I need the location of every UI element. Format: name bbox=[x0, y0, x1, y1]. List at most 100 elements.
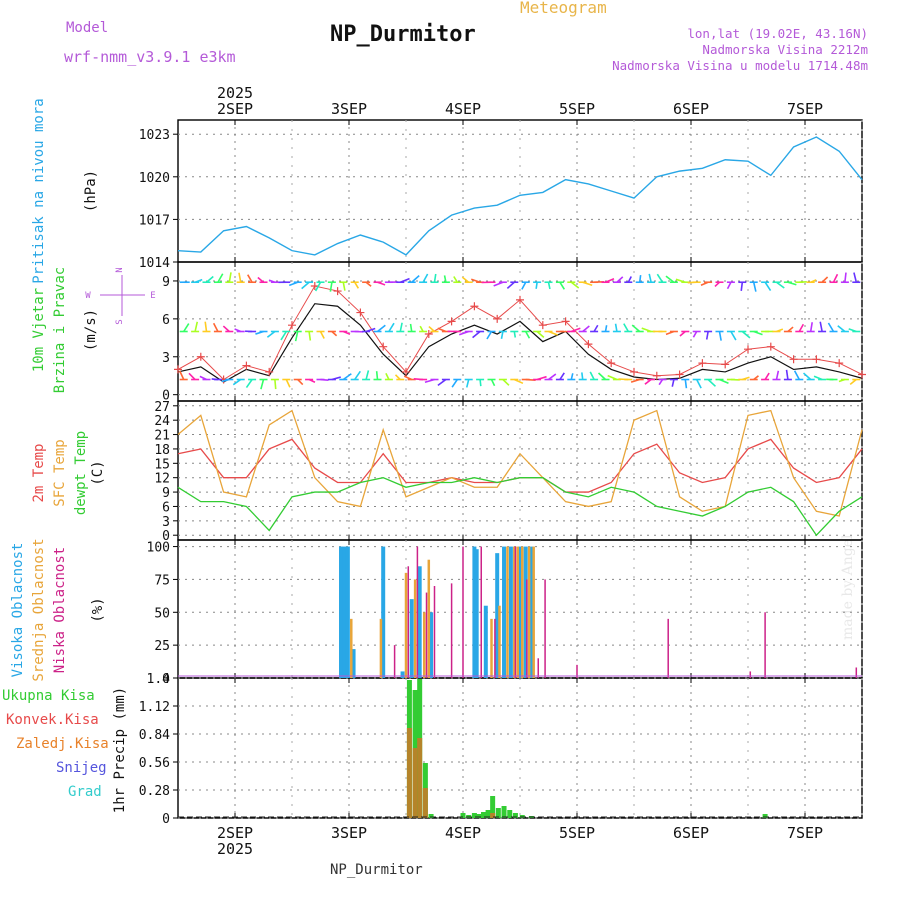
cloud-axis-title-high: Visoka Oblacnost bbox=[10, 543, 26, 678]
wind-barb bbox=[409, 323, 413, 332]
wind-gust-marker bbox=[379, 342, 388, 351]
cloud-bar-2 bbox=[393, 645, 396, 678]
wind-gust-marker bbox=[288, 321, 296, 330]
wind-barb bbox=[776, 281, 785, 289]
cloud-bar-0 bbox=[502, 546, 507, 678]
wind-gust-marker bbox=[424, 330, 433, 339]
top-day-label: 7SEP bbox=[787, 100, 823, 118]
wind-barb bbox=[377, 324, 386, 333]
wind-gust-marker bbox=[493, 314, 502, 323]
top-day-label: 3SEP bbox=[331, 100, 367, 118]
temp-axis-title-2m: 2m Temp bbox=[31, 443, 47, 502]
precip-bar-convective bbox=[422, 788, 428, 818]
clouds-ytick-label: 25 bbox=[154, 639, 170, 654]
model-label: Model bbox=[66, 20, 109, 36]
wind-axis-title-line1: 10m Vjetar bbox=[31, 288, 47, 372]
precip-bar-total bbox=[762, 814, 768, 818]
cloud-bar-2 bbox=[576, 664, 578, 678]
wind-gust-marker bbox=[698, 359, 707, 368]
clouds-ytick-label: 0 bbox=[162, 672, 170, 687]
clouds-ytick-label: 100 bbox=[147, 541, 170, 556]
cloud-bar-0 bbox=[472, 546, 477, 678]
cloud-unit-label: (%) bbox=[90, 597, 106, 622]
temperature-ytick-label: 6 bbox=[162, 500, 170, 515]
pressure-ytick-label: 1014 bbox=[139, 256, 170, 271]
temperature-ytick-label: 3 bbox=[162, 515, 170, 530]
wind-barb bbox=[597, 372, 607, 381]
wind-barb bbox=[604, 325, 608, 332]
top-day-label: 5SEP bbox=[559, 100, 595, 118]
wind-barb bbox=[266, 330, 276, 338]
precip-bar-total bbox=[495, 808, 501, 818]
wind-barb bbox=[614, 323, 618, 332]
wind-barb bbox=[705, 331, 709, 340]
pressure-ytick-label: 1017 bbox=[139, 213, 170, 228]
wind-barb bbox=[365, 370, 370, 380]
precip-bar-total bbox=[481, 812, 487, 818]
wind-gust-marker bbox=[242, 361, 251, 370]
compass-s: S bbox=[115, 319, 125, 324]
wind-barb bbox=[785, 369, 789, 380]
wind-barb bbox=[274, 379, 277, 390]
precip-bar-convective bbox=[490, 813, 496, 818]
precipitation-ytick-label: 1.4 bbox=[147, 672, 171, 687]
wind-barb bbox=[453, 276, 458, 283]
cloud-bar-2 bbox=[450, 583, 453, 678]
wind-barb bbox=[245, 379, 253, 389]
bottom-day-label: 3SEP bbox=[331, 824, 367, 842]
cloud-bar-1 bbox=[413, 579, 417, 678]
wind-barb bbox=[623, 323, 629, 332]
precip-unit-label: 1hr Precip (mm) bbox=[112, 687, 128, 813]
wind-barb bbox=[465, 379, 470, 388]
model-altitude: Nadmorska Visina u modelu 1714.48m bbox=[612, 58, 868, 73]
wind-barb bbox=[329, 282, 333, 292]
wind-barb bbox=[775, 370, 780, 380]
cloud-bar-0 bbox=[400, 671, 405, 678]
wind-barb bbox=[589, 371, 595, 380]
precip-bar-total bbox=[501, 806, 507, 818]
wind-unit-label: (m/s) bbox=[83, 309, 99, 351]
wind-barb bbox=[821, 276, 829, 283]
cloud-bar-2 bbox=[855, 667, 858, 678]
cloud-bar-0 bbox=[381, 546, 386, 678]
precip-bar-convective bbox=[406, 728, 412, 818]
temperature-ytick-label: 24 bbox=[154, 414, 170, 429]
wind-barb bbox=[819, 321, 823, 332]
wind-barb bbox=[718, 331, 722, 341]
pressure-line bbox=[177, 136, 863, 256]
wind-speed-line bbox=[177, 303, 863, 383]
precip-bar-total bbox=[476, 814, 482, 818]
wind-barb bbox=[593, 324, 599, 332]
wind-barb bbox=[319, 331, 325, 339]
precip-legend-3: Snijeg bbox=[56, 760, 107, 776]
cloud-bar-2 bbox=[667, 618, 669, 678]
wind-gust-marker bbox=[607, 359, 616, 368]
cloud-bar-2 bbox=[526, 579, 528, 678]
wind-barb bbox=[513, 331, 517, 338]
precip-bar-total bbox=[471, 813, 477, 818]
wind-ytick-label: 9 bbox=[162, 275, 170, 290]
bottom-day-label: 4SEP bbox=[445, 824, 481, 842]
wind-barb bbox=[525, 331, 531, 339]
cloud-bar-2 bbox=[433, 586, 436, 678]
wind-gust-marker bbox=[766, 342, 775, 351]
temp-line-1 bbox=[177, 409, 863, 517]
cloud-bar-1 bbox=[532, 546, 535, 678]
wind-barb bbox=[684, 379, 688, 389]
precip-bar-total bbox=[428, 814, 434, 818]
cloud-bar-2 bbox=[480, 546, 482, 678]
wind-barb bbox=[631, 324, 641, 333]
cloud-bar-2 bbox=[514, 546, 517, 678]
precip-legend-1: Konvek.Kisa bbox=[6, 712, 99, 728]
cloud-bar-1 bbox=[490, 618, 493, 678]
cloud-axis-title-low: Niska Oblacnost bbox=[52, 547, 68, 673]
wind-barb bbox=[570, 281, 580, 289]
pressure-axis-title: Pritisak na nivou mora bbox=[31, 98, 47, 283]
wind-barb bbox=[217, 273, 224, 283]
bottom-day-label: 5SEP bbox=[559, 824, 595, 842]
precip-legend-0: Ukupna Kisa bbox=[2, 688, 95, 704]
wind-barb bbox=[764, 281, 772, 292]
wind-gust-marker bbox=[675, 370, 684, 379]
cloud-bar-2 bbox=[544, 579, 546, 678]
cloud-bar-1 bbox=[521, 546, 524, 678]
